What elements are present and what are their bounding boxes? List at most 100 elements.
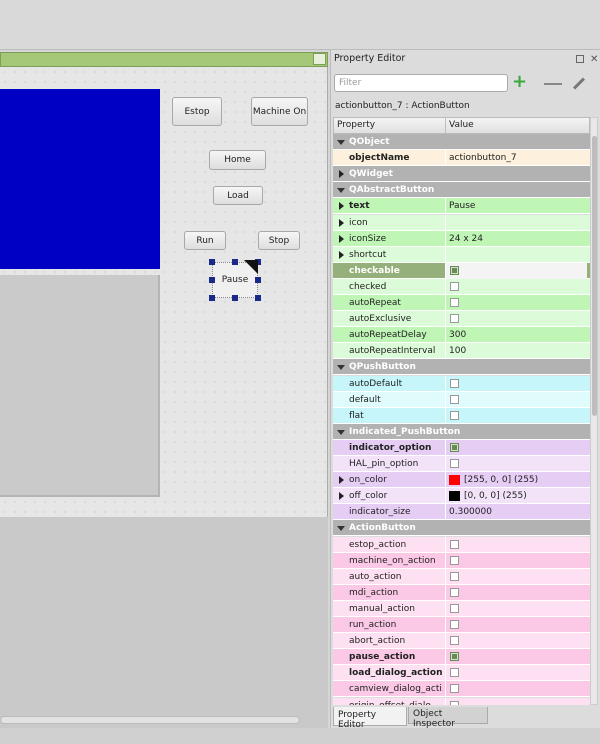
expand-arrow[interactable] xyxy=(337,365,345,371)
checkbox[interactable] xyxy=(450,265,459,275)
property-row[interactable]: mdi_action xyxy=(333,584,590,601)
checkbox[interactable] xyxy=(450,636,459,646)
property-row[interactable]: flat xyxy=(333,407,590,424)
checkbox[interactable] xyxy=(450,459,459,468)
checkbox[interactable] xyxy=(450,281,459,291)
property-row[interactable]: manual_action xyxy=(333,600,590,617)
checkbox[interactable] xyxy=(450,378,459,388)
selection-handle[interactable] xyxy=(209,259,215,265)
property-value[interactable] xyxy=(445,262,587,279)
selection-handle[interactable] xyxy=(255,277,261,283)
checkbox[interactable] xyxy=(450,555,459,565)
property-value[interactable] xyxy=(445,697,587,705)
property-row[interactable]: HAL_pin_option xyxy=(333,456,590,472)
section-row[interactable]: Indicated_PushButton xyxy=(333,423,590,440)
section-row[interactable]: ActionButton xyxy=(333,520,590,537)
property-value[interactable] xyxy=(445,681,587,698)
selection-handle[interactable] xyxy=(209,277,215,283)
tab[interactable]: Object Inspector xyxy=(408,707,488,729)
property-value[interactable] xyxy=(445,665,587,682)
expand-arrow[interactable] xyxy=(337,140,345,145)
checkbox[interactable] xyxy=(450,587,459,597)
property-row[interactable]: on_color [255, 0, 0] (255) xyxy=(333,472,590,489)
section-row[interactable]: QObject xyxy=(333,134,590,150)
checkbox[interactable] xyxy=(450,442,459,452)
expand-arrow[interactable] xyxy=(339,476,344,485)
expand-arrow[interactable] xyxy=(339,170,344,179)
property-row[interactable]: indicator_option xyxy=(333,439,590,456)
checkbox[interactable] xyxy=(450,668,459,678)
expand-arrow[interactable] xyxy=(339,250,344,259)
float-button[interactable] xyxy=(576,55,584,63)
form-button[interactable]: Stop xyxy=(258,231,300,250)
property-value[interactable] xyxy=(445,295,587,311)
checkbox[interactable] xyxy=(450,394,459,404)
property-value[interactable]: [0, 0, 0] (255) xyxy=(445,488,587,505)
property-row[interactable]: autoDefault xyxy=(333,375,590,392)
selection-handle[interactable] xyxy=(255,259,261,265)
property-value[interactable] xyxy=(445,311,587,328)
form-button[interactable]: Home xyxy=(209,150,266,170)
selection-handle[interactable] xyxy=(232,295,238,301)
property-row[interactable]: origin_offset_dialo... xyxy=(333,697,590,705)
selection-handle[interactable] xyxy=(255,295,261,301)
checkbox[interactable] xyxy=(450,571,459,581)
selection-handle[interactable] xyxy=(232,259,238,265)
property-value[interactable] xyxy=(445,407,587,424)
property-row[interactable]: iconSize 24 x 24 xyxy=(333,230,590,247)
checkbox[interactable] xyxy=(450,652,459,662)
property-value[interactable]: [255, 0, 0] (255) xyxy=(445,472,587,489)
checkbox[interactable] xyxy=(450,620,459,629)
checkbox[interactable] xyxy=(450,410,459,420)
section-row[interactable]: QAbstractButton xyxy=(333,182,590,199)
property-value[interactable]: 0.300000 xyxy=(445,504,587,521)
property-value[interactable] xyxy=(445,214,587,231)
checkbox[interactable] xyxy=(450,298,459,307)
property-row[interactable]: off_color [0, 0, 0] (255) xyxy=(333,488,590,505)
property-row[interactable]: machine_on_action xyxy=(333,552,590,569)
property-row[interactable]: checkable xyxy=(333,262,590,279)
form-button[interactable]: Load xyxy=(213,186,263,205)
property-value[interactable] xyxy=(445,552,587,569)
property-value[interactable] xyxy=(445,649,587,666)
property-row[interactable]: icon xyxy=(333,214,590,231)
remove-button[interactable] xyxy=(544,83,562,85)
property-value[interactable]: 24 x 24 xyxy=(445,230,587,247)
section-row[interactable]: QWidget xyxy=(333,166,590,183)
property-value[interactable]: actionbutton_7 xyxy=(445,150,587,167)
property-row[interactable]: load_dialog_action xyxy=(333,665,590,682)
property-value[interactable] xyxy=(445,375,587,392)
property-row[interactable]: pause_action xyxy=(333,649,590,666)
property-value[interactable] xyxy=(445,633,587,650)
expand-arrow[interactable] xyxy=(339,218,344,227)
property-row[interactable]: text Pause xyxy=(333,198,590,215)
property-value[interactable] xyxy=(445,391,587,408)
form-button[interactable]: Machine On xyxy=(251,97,308,126)
form-maximize[interactable] xyxy=(313,53,326,65)
property-value[interactable] xyxy=(445,617,587,633)
property-row[interactable]: checked xyxy=(333,278,590,295)
form-button[interactable]: Estop xyxy=(172,97,222,126)
property-row[interactable]: default xyxy=(333,391,590,408)
filter-input[interactable]: Filter xyxy=(334,74,508,92)
add-button[interactable]: + xyxy=(512,71,528,92)
tab[interactable]: Property Editor xyxy=(333,707,407,730)
expand-arrow[interactable] xyxy=(337,188,345,194)
section-row[interactable]: QPushButton xyxy=(333,359,590,376)
expand-arrow[interactable] xyxy=(339,492,344,501)
expand-arrow[interactable] xyxy=(339,234,344,243)
v-scrollbar[interactable] xyxy=(590,117,598,705)
property-row[interactable]: autoExclusive xyxy=(333,311,590,328)
property-value[interactable] xyxy=(445,246,587,263)
property-value[interactable]: 300 xyxy=(445,327,587,344)
property-row[interactable]: objectName actionbutton_7 xyxy=(333,150,590,167)
property-row[interactable]: indicator_size 0.300000 xyxy=(333,504,590,521)
checkbox[interactable] xyxy=(450,684,459,694)
property-row[interactable]: camview_dialog_acti... xyxy=(333,681,590,698)
property-value[interactable] xyxy=(445,536,587,553)
expand-arrow[interactable] xyxy=(339,202,344,211)
property-row[interactable]: run_action xyxy=(333,617,590,633)
property-row[interactable]: auto_action xyxy=(333,568,590,585)
close-button[interactable]: ✕ xyxy=(590,54,599,65)
property-row[interactable]: estop_action xyxy=(333,536,590,553)
